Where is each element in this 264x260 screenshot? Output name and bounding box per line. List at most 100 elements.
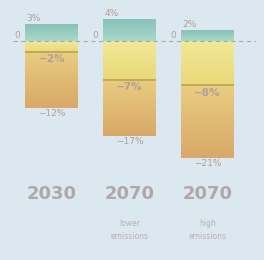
Bar	[181, 112, 234, 113]
Bar	[25, 54, 78, 55]
Bar	[103, 101, 156, 102]
Bar	[25, 95, 78, 96]
Bar	[181, 88, 234, 89]
Bar	[103, 109, 156, 110]
Bar	[103, 93, 156, 94]
Bar	[103, 24, 156, 25]
Bar	[181, 94, 234, 95]
Bar	[25, 82, 78, 83]
Bar	[103, 98, 156, 99]
Bar	[25, 52, 78, 53]
Bar	[181, 113, 234, 114]
Bar	[103, 56, 156, 57]
Bar	[181, 63, 234, 64]
Bar	[181, 89, 234, 90]
Bar	[181, 87, 234, 88]
Text: high
emissions: high emissions	[188, 219, 227, 240]
Text: −21%: −21%	[194, 159, 221, 168]
Bar	[103, 26, 156, 27]
Bar	[181, 81, 234, 82]
Bar	[103, 31, 156, 32]
Bar	[181, 115, 234, 116]
Bar	[181, 156, 234, 157]
Bar	[181, 133, 234, 134]
Bar	[181, 73, 234, 74]
Bar	[181, 117, 234, 118]
Bar	[181, 114, 234, 115]
Bar	[181, 147, 234, 148]
Bar	[25, 84, 78, 85]
Bar	[103, 100, 156, 101]
Bar	[181, 56, 234, 57]
Bar	[103, 85, 156, 86]
Bar	[25, 73, 78, 74]
Bar	[103, 91, 156, 92]
Bar	[181, 69, 234, 70]
Bar	[181, 102, 234, 103]
Bar	[181, 111, 234, 112]
Bar	[103, 117, 156, 118]
Bar	[181, 71, 234, 72]
Bar	[103, 75, 156, 76]
Bar	[181, 144, 234, 145]
Bar	[181, 59, 234, 60]
Text: 2030: 2030	[27, 185, 77, 203]
Bar	[103, 90, 156, 91]
Bar	[181, 51, 234, 52]
Bar	[181, 74, 234, 75]
Bar	[181, 151, 234, 152]
Bar	[181, 135, 234, 136]
Bar	[181, 68, 234, 69]
Bar	[103, 55, 156, 56]
Bar	[103, 73, 156, 74]
Bar	[181, 75, 234, 76]
Bar	[181, 137, 234, 138]
Bar	[181, 67, 234, 68]
Bar	[181, 155, 234, 156]
Bar	[181, 83, 234, 84]
Bar	[103, 27, 156, 28]
Bar	[103, 38, 156, 39]
Bar	[181, 157, 234, 158]
Bar	[25, 63, 78, 64]
Bar	[103, 23, 156, 24]
Bar	[25, 87, 78, 88]
Bar	[181, 100, 234, 101]
Bar	[103, 52, 156, 53]
Bar	[103, 106, 156, 107]
Bar	[103, 57, 156, 58]
Bar	[103, 112, 156, 113]
Bar	[103, 80, 156, 81]
Bar	[25, 56, 78, 57]
Bar	[103, 76, 156, 77]
Text: −2%: −2%	[38, 54, 65, 64]
Bar	[181, 86, 234, 87]
Bar	[103, 41, 156, 42]
Bar	[103, 74, 156, 75]
Bar	[103, 48, 156, 49]
Bar	[25, 60, 78, 61]
Bar	[181, 146, 234, 147]
Bar	[181, 47, 234, 48]
Bar	[25, 80, 78, 81]
Bar	[25, 62, 78, 63]
Bar	[103, 114, 156, 115]
Bar	[181, 96, 234, 97]
Bar	[103, 40, 156, 41]
Text: 0: 0	[170, 31, 176, 40]
Bar	[103, 127, 156, 128]
Bar	[181, 145, 234, 146]
Bar	[181, 48, 234, 49]
Bar	[103, 131, 156, 132]
Bar	[181, 76, 234, 77]
Bar	[103, 118, 156, 119]
Bar	[103, 54, 156, 55]
Bar	[25, 78, 78, 79]
Bar	[181, 77, 234, 78]
Bar	[103, 124, 156, 125]
Bar	[103, 120, 156, 121]
Bar	[181, 60, 234, 61]
Bar	[103, 79, 156, 80]
Bar	[103, 70, 156, 71]
Bar	[103, 20, 156, 21]
